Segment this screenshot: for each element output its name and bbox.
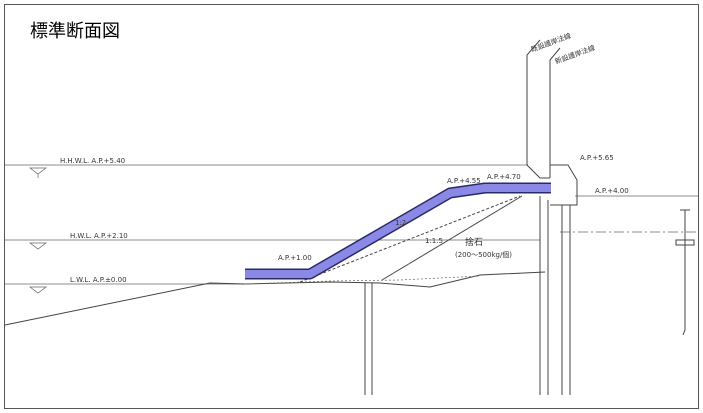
water-level: L.W.L. A.P.±0.00 bbox=[70, 276, 127, 284]
seabed bbox=[4, 271, 546, 326]
base-line bbox=[244, 275, 481, 285]
slope-line bbox=[299, 195, 521, 283]
slope-label: 1:1.5 bbox=[425, 237, 443, 245]
elevation: A.P.+1.00 bbox=[278, 254, 312, 262]
seawall bbox=[364, 39, 695, 395]
elevation: A.P.+4.00 bbox=[595, 187, 629, 195]
water-level: H.H.W.L. A.P.+5.40 bbox=[60, 157, 125, 165]
rubble-note: (200～500kg/個) bbox=[455, 250, 512, 259]
title: 標準断面図 bbox=[30, 21, 120, 42]
frame bbox=[4, 4, 699, 409]
water-lines bbox=[5, 164, 698, 294]
elevation: A.P.+5.65 bbox=[580, 154, 614, 162]
elevation: A.P.+4.70 bbox=[487, 173, 521, 181]
elevation: A.P.+4.55 bbox=[447, 177, 481, 185]
armour-blocks bbox=[245, 184, 551, 278]
rubble-label: 捨石 bbox=[465, 236, 483, 248]
water-level: H.W.L. A.P.+2.10 bbox=[70, 232, 128, 240]
slope-label: 1:2 bbox=[395, 219, 406, 227]
